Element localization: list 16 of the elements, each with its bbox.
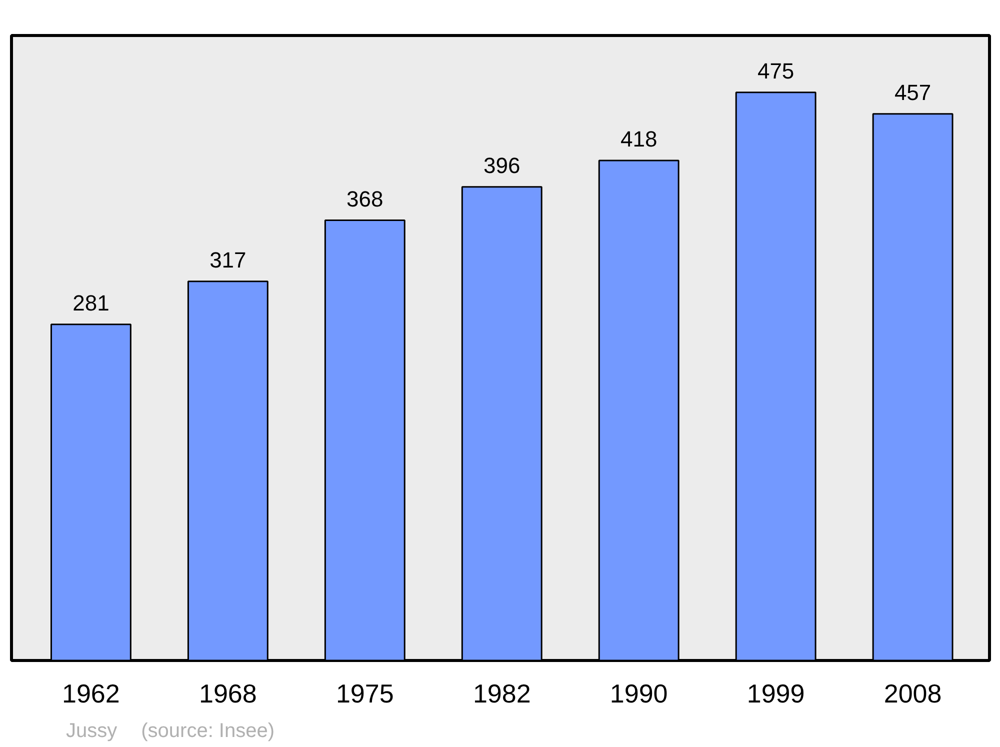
x-tick-label: 1982 [472, 678, 531, 708]
data-label: 457 [894, 80, 932, 105]
x-tick-label: 1990 [610, 678, 668, 708]
text: Jussy [66, 720, 118, 742]
x-tick-label: 1968 [199, 678, 257, 708]
data-label: 317 [210, 247, 246, 272]
data-label: 281 [72, 290, 110, 316]
data-label: 368 [346, 186, 384, 212]
x-tick-label: 1962 [62, 678, 120, 708]
x-tick-label: 1999 [746, 678, 805, 708]
data-label: 418 [620, 126, 658, 152]
x-tick-label: 2008 [884, 678, 942, 708]
data-label: 396 [484, 152, 520, 178]
x-tick-label: 1975 [336, 678, 394, 708]
text: (source: Insee) [141, 720, 275, 742]
data-label: 475 [757, 58, 794, 84]
